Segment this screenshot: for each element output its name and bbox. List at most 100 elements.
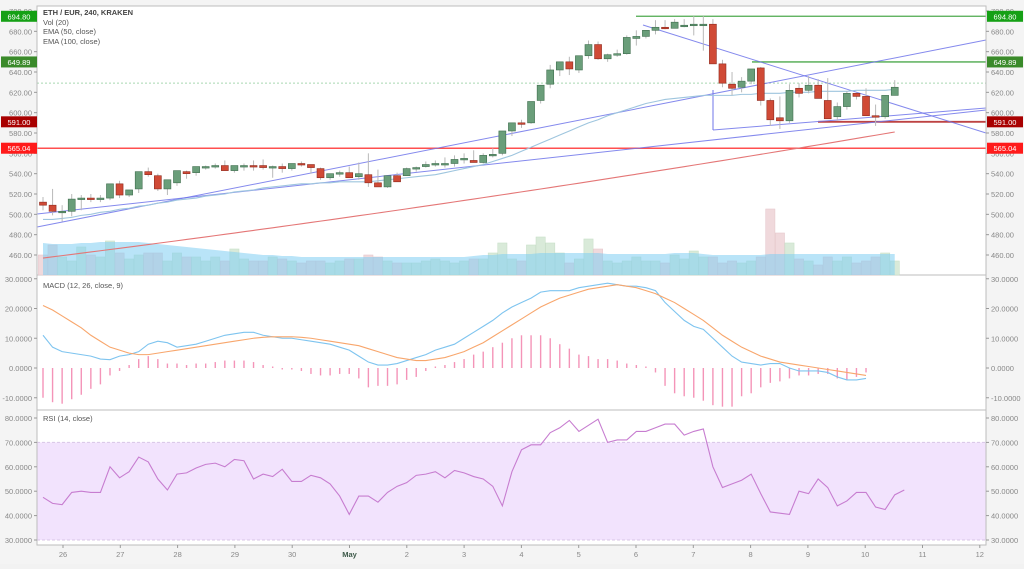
axis-label: 560.00 [9, 149, 32, 158]
axis-label: 10.0000 [991, 334, 1018, 343]
axis-label: 540.00 [991, 170, 1014, 179]
candle-down [259, 165, 267, 168]
x-axis-label: 5 [577, 550, 581, 559]
candle-up [326, 173, 334, 179]
candle-up [431, 163, 440, 166]
x-axis-label: 28 [173, 550, 181, 559]
macd-label: MACD (12, 26, close, 9) [43, 281, 124, 290]
candle-up [804, 84, 813, 91]
candle-down [594, 44, 602, 60]
price-level-text: 649.89 [994, 58, 1017, 67]
legend-ema50: EMA (50, close) [43, 27, 96, 36]
axis-label: 560.00 [991, 149, 1014, 158]
candle-up [268, 166, 277, 169]
candle-up [383, 175, 392, 188]
axis-label: 0.0000 [9, 364, 32, 373]
trendline [712, 107, 987, 131]
candle-up [689, 23, 698, 27]
candle-down [469, 160, 478, 163]
candle-up [441, 163, 449, 166]
candle-up [355, 173, 363, 178]
candle-up [335, 172, 344, 175]
x-axis-label: 12 [976, 550, 984, 559]
candle-up [699, 23, 708, 27]
x-axis-label: 9 [806, 550, 810, 559]
candle-up [421, 164, 430, 167]
rsi-pane[interactable] [37, 418, 986, 541]
axis-label: 660.00 [991, 48, 1014, 57]
candle-down [795, 87, 803, 94]
candle-up [651, 26, 660, 31]
candle-down [39, 201, 47, 206]
candle-up [737, 80, 746, 88]
x-axis-label: 30 [288, 550, 296, 559]
legend-ema100: EMA (100, close) [43, 36, 101, 46]
axis-label: 20.0000 [991, 305, 1018, 314]
axis-label: 0.0000 [991, 364, 1014, 373]
x-axis-label: 10 [861, 550, 869, 559]
axis-label: 40.0000 [991, 512, 1018, 521]
candle-down [776, 117, 784, 122]
candle-up [536, 84, 545, 101]
axis-label: 80.0000 [5, 414, 32, 423]
candle-up [843, 93, 851, 107]
candle-down [661, 26, 669, 30]
candle-down [249, 165, 258, 168]
macd-line [42, 282, 867, 381]
candle-up [613, 53, 622, 56]
price-level-tag [987, 116, 1023, 128]
axis-label: 30.0000 [991, 536, 1018, 545]
candle-up [670, 21, 679, 29]
axis-label: 620.00 [991, 88, 1014, 97]
candle-up [402, 168, 411, 177]
candle-down [374, 182, 382, 188]
axis-label: -10.0000 [2, 394, 32, 403]
price-pane[interactable] [36, 15, 987, 276]
candle-down [871, 115, 880, 118]
rsi-legend: RSI (14, close) [43, 414, 93, 424]
candle-down [154, 175, 162, 190]
candle-down [766, 100, 775, 121]
axis-label: 60.0000 [991, 463, 1018, 472]
axis-label: 70.0000 [991, 438, 1018, 447]
candle-down [316, 168, 325, 179]
axis-label: 520.00 [991, 190, 1014, 199]
candle-up [508, 122, 516, 132]
candle-down [307, 164, 315, 168]
candle-up [603, 54, 612, 60]
ema50-line [43, 88, 895, 220]
axis-label: 480.00 [991, 231, 1014, 240]
candle-down [709, 23, 717, 65]
candle-down [823, 100, 832, 120]
candle-up [288, 163, 296, 169]
candle-up [488, 154, 497, 157]
main-legend: ETH / EUR, 240, KRAKEN Vol (20) EMA (50,… [43, 8, 133, 46]
rsi-band [37, 442, 986, 540]
candle-down [862, 96, 870, 117]
axis-label: 600.00 [9, 109, 32, 118]
signal-line [42, 284, 867, 376]
axis-label: 460.00 [9, 251, 32, 260]
x-axis-label: 6 [634, 550, 638, 559]
macd-legend: MACD (12, 26, close, 9) [43, 281, 123, 291]
axis-label: 500.00 [991, 210, 1014, 219]
candles [39, 16, 899, 222]
axis-label: 20.0000 [5, 305, 32, 314]
price-level-text: 649.89 [8, 58, 31, 67]
candle-up [134, 171, 143, 190]
candle-up [96, 197, 105, 200]
x-axis-label: 26 [59, 550, 67, 559]
candle-up [527, 101, 535, 124]
price-level-tag [987, 56, 1023, 68]
candle-up [173, 170, 181, 184]
rsi-line [42, 418, 905, 516]
candle-up [622, 37, 631, 55]
candle-down [297, 163, 306, 166]
price-level-tag [1, 10, 37, 22]
candle-down [278, 166, 287, 169]
axis-label: 680.00 [9, 27, 32, 36]
axis-label: 80.0000 [991, 414, 1018, 423]
macd-pane[interactable] [42, 282, 867, 407]
